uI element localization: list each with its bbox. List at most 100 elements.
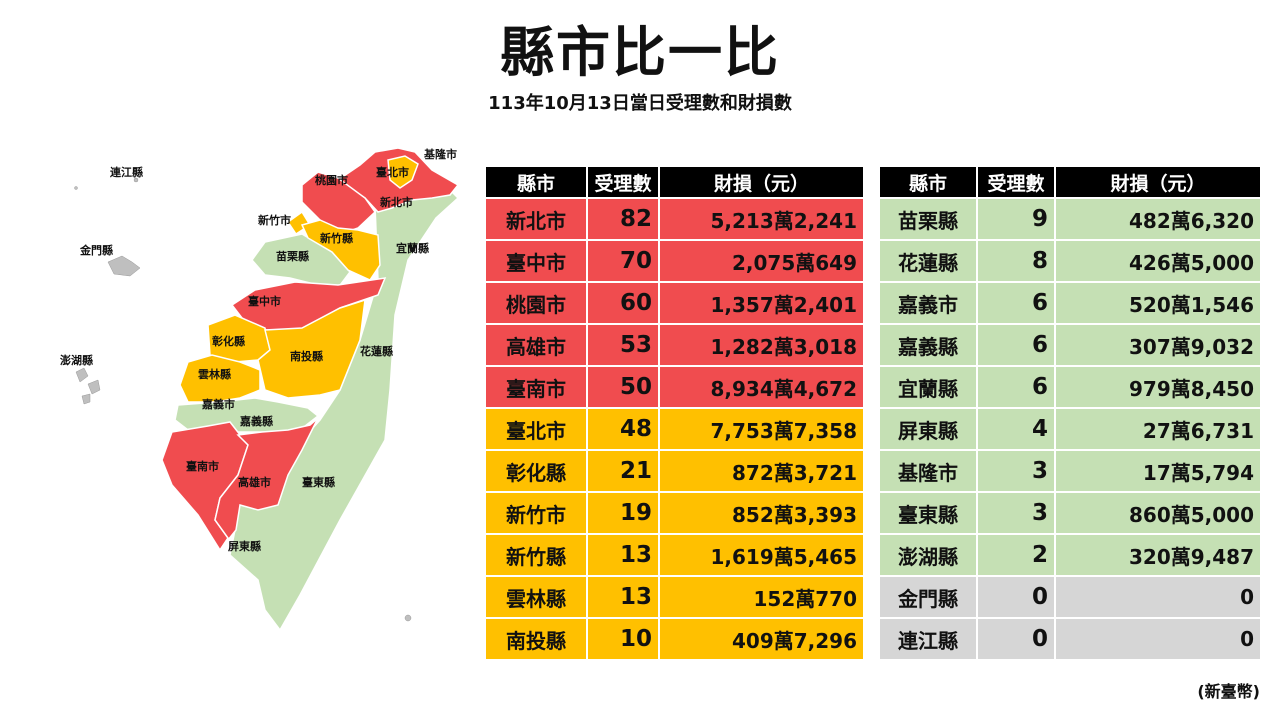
currency-note: (新臺幣) bbox=[1197, 682, 1260, 701]
count-cell: 13 bbox=[588, 575, 660, 617]
map-label-yilan: 宜蘭縣 bbox=[396, 241, 429, 255]
county-cell: 金門縣 bbox=[880, 575, 978, 617]
table-row: 宜蘭縣 6 979萬8,450 bbox=[880, 365, 1260, 407]
county-cell: 新北市 bbox=[486, 197, 588, 239]
header-loss: 財損（元） bbox=[660, 167, 863, 197]
table-row: 新北市 82 5,213萬2,241 bbox=[486, 197, 863, 239]
table-row: 南投縣 10 409萬7,296 bbox=[486, 617, 863, 659]
loss-cell: 152萬770 bbox=[660, 575, 863, 617]
header-loss: 財損（元） bbox=[1056, 167, 1260, 197]
county-cell: 基隆市 bbox=[880, 449, 978, 491]
table-row: 臺東縣 3 860萬5,000 bbox=[880, 491, 1260, 533]
loss-cell: 482萬6,320 bbox=[1056, 197, 1260, 239]
table-row: 基隆市 3 17萬5,794 bbox=[880, 449, 1260, 491]
count-cell: 2 bbox=[978, 533, 1056, 575]
map-island-small bbox=[404, 614, 412, 622]
county-cell: 新竹市 bbox=[486, 491, 588, 533]
table-row: 雲林縣 13 152萬770 bbox=[486, 575, 863, 617]
county-cell: 高雄市 bbox=[486, 323, 588, 365]
loss-cell: 8,934萬4,672 bbox=[660, 365, 863, 407]
loss-cell: 1,619萬5,465 bbox=[660, 533, 863, 575]
table-row: 臺北市 48 7,753萬7,358 bbox=[486, 407, 863, 449]
table-row: 金門縣 0 0 bbox=[880, 575, 1260, 617]
count-cell: 6 bbox=[978, 281, 1056, 323]
map-label-kaohsiung: 高雄市 bbox=[238, 475, 271, 489]
loss-cell: 0 bbox=[1056, 575, 1260, 617]
map-label-keelung: 基隆市 bbox=[423, 147, 457, 161]
table-row: 高雄市 53 1,282萬3,018 bbox=[486, 323, 863, 365]
table-row: 嘉義市 6 520萬1,546 bbox=[880, 281, 1260, 323]
county-cell: 臺北市 bbox=[486, 407, 588, 449]
county-cell: 連江縣 bbox=[880, 617, 978, 659]
map-label-hsinchu-county: 新竹縣 bbox=[320, 231, 353, 245]
map-label-chiayi-city: 嘉義市 bbox=[201, 397, 235, 411]
map-label-tainan: 臺南市 bbox=[186, 459, 219, 473]
loss-cell: 520萬1,546 bbox=[1056, 281, 1260, 323]
count-cell: 3 bbox=[978, 449, 1056, 491]
table-row: 新竹市 19 852萬3,393 bbox=[486, 491, 863, 533]
count-cell: 8 bbox=[978, 239, 1056, 281]
map-region-taoyuan bbox=[301, 171, 376, 236]
stats-table-right: 縣市 受理數 財損（元） 苗栗縣 9 482萬6,320 花蓮縣 8 426萬5,000 嘉… bbox=[880, 167, 1260, 659]
county-cell: 桃園市 bbox=[486, 281, 588, 323]
map-region-east bbox=[229, 189, 460, 632]
loss-cell: 872萬3,721 bbox=[660, 449, 863, 491]
county-cell: 雲林縣 bbox=[486, 575, 588, 617]
map-island-penghu bbox=[75, 367, 101, 405]
county-cell: 花蓮縣 bbox=[880, 239, 978, 281]
county-cell: 屏東縣 bbox=[880, 407, 978, 449]
county-cell: 彰化縣 bbox=[486, 449, 588, 491]
table-row: 苗栗縣 9 482萬6,320 bbox=[880, 197, 1260, 239]
map-region-hsinchu-county bbox=[300, 219, 381, 281]
loss-cell: 409萬7,296 bbox=[660, 617, 863, 659]
map-label-taichung: 臺中市 bbox=[248, 294, 281, 308]
table-row: 花蓮縣 8 426萬5,000 bbox=[880, 239, 1260, 281]
loss-cell: 0 bbox=[1056, 617, 1260, 659]
map-label-yunlin: 雲林縣 bbox=[198, 367, 231, 381]
map-label-pingtung: 屏東縣 bbox=[228, 539, 261, 553]
count-cell: 6 bbox=[978, 323, 1056, 365]
map-region-yunlin bbox=[179, 354, 261, 403]
map-label-taipei: 臺北市 bbox=[376, 165, 409, 179]
loss-cell: 852萬3,393 bbox=[660, 491, 863, 533]
map-label-hsinchu-city: 新竹市 bbox=[258, 213, 291, 227]
map-label-penghu: 澎湖縣 bbox=[60, 353, 93, 367]
table-row: 澎湖縣 2 320萬9,487 bbox=[880, 533, 1260, 575]
table-row: 臺中市 70 2,075萬649 bbox=[486, 239, 863, 281]
county-cell: 澎湖縣 bbox=[880, 533, 978, 575]
count-cell: 10 bbox=[588, 617, 660, 659]
header-count: 受理數 bbox=[978, 167, 1056, 197]
map-island-kinmen bbox=[107, 255, 141, 277]
loss-cell: 1,357萬2,401 bbox=[660, 281, 863, 323]
loss-cell: 7,753萬7,358 bbox=[660, 407, 863, 449]
count-cell: 19 bbox=[588, 491, 660, 533]
map-label-nantou: 南投縣 bbox=[290, 349, 323, 363]
table-row: 新竹縣 13 1,619萬5,465 bbox=[486, 533, 863, 575]
county-cell: 南投縣 bbox=[486, 617, 588, 659]
loss-cell: 307萬9,032 bbox=[1056, 323, 1260, 365]
table-header-row: 縣市 受理數 財損（元） bbox=[486, 167, 863, 197]
count-cell: 4 bbox=[978, 407, 1056, 449]
table-row: 屏東縣 4 27萬6,731 bbox=[880, 407, 1260, 449]
map-label-new-taipei: 新北市 bbox=[380, 195, 413, 209]
map-label-hualien: 花蓮縣 bbox=[360, 344, 393, 358]
count-cell: 6 bbox=[978, 365, 1056, 407]
table-row: 連江縣 0 0 bbox=[880, 617, 1260, 659]
count-cell: 60 bbox=[588, 281, 660, 323]
count-cell: 3 bbox=[978, 491, 1056, 533]
county-cell: 臺南市 bbox=[486, 365, 588, 407]
loss-cell: 320萬9,487 bbox=[1056, 533, 1260, 575]
count-cell: 53 bbox=[588, 323, 660, 365]
count-cell: 0 bbox=[978, 575, 1056, 617]
stats-table-left: 縣市 受理數 財損（元） 新北市 82 5,213萬2,241 臺中市 70 2,075萬… bbox=[486, 167, 863, 659]
loss-cell: 979萬8,450 bbox=[1056, 365, 1260, 407]
page-subtitle: 113年10月13日當日受理數和財損數 bbox=[488, 93, 792, 114]
map-island-lienchiang-b bbox=[74, 186, 78, 190]
count-cell: 0 bbox=[978, 617, 1056, 659]
count-cell: 21 bbox=[588, 449, 660, 491]
map-region-kaohsiung bbox=[214, 417, 319, 551]
loss-cell: 860萬5,000 bbox=[1056, 491, 1260, 533]
page-title: 縣市比一比 bbox=[500, 21, 780, 84]
count-cell: 9 bbox=[978, 197, 1056, 239]
map-label-taoyuan: 桃園市 bbox=[315, 173, 348, 187]
